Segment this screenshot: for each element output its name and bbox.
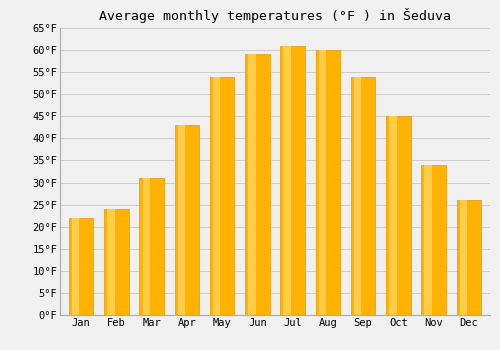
Bar xyxy=(316,50,340,315)
Bar xyxy=(318,50,326,315)
Bar xyxy=(213,77,220,315)
Bar xyxy=(424,165,432,315)
Bar xyxy=(108,209,114,315)
Title: Average monthly temperatures (°F ) in Šeduva: Average monthly temperatures (°F ) in Še… xyxy=(99,8,451,23)
Bar xyxy=(351,77,376,315)
Bar xyxy=(174,125,199,315)
Bar xyxy=(142,178,150,315)
Bar xyxy=(140,178,164,315)
Bar xyxy=(178,125,185,315)
Bar xyxy=(422,165,446,315)
Bar xyxy=(460,200,467,315)
Bar xyxy=(284,46,291,315)
Bar xyxy=(280,46,305,315)
Bar xyxy=(69,218,94,315)
Bar xyxy=(104,209,128,315)
Bar xyxy=(386,116,410,315)
Bar xyxy=(354,77,362,315)
Bar xyxy=(248,55,256,315)
Bar xyxy=(210,77,234,315)
Bar xyxy=(456,200,481,315)
Bar xyxy=(245,55,270,315)
Bar xyxy=(72,218,80,315)
Bar xyxy=(389,116,396,315)
